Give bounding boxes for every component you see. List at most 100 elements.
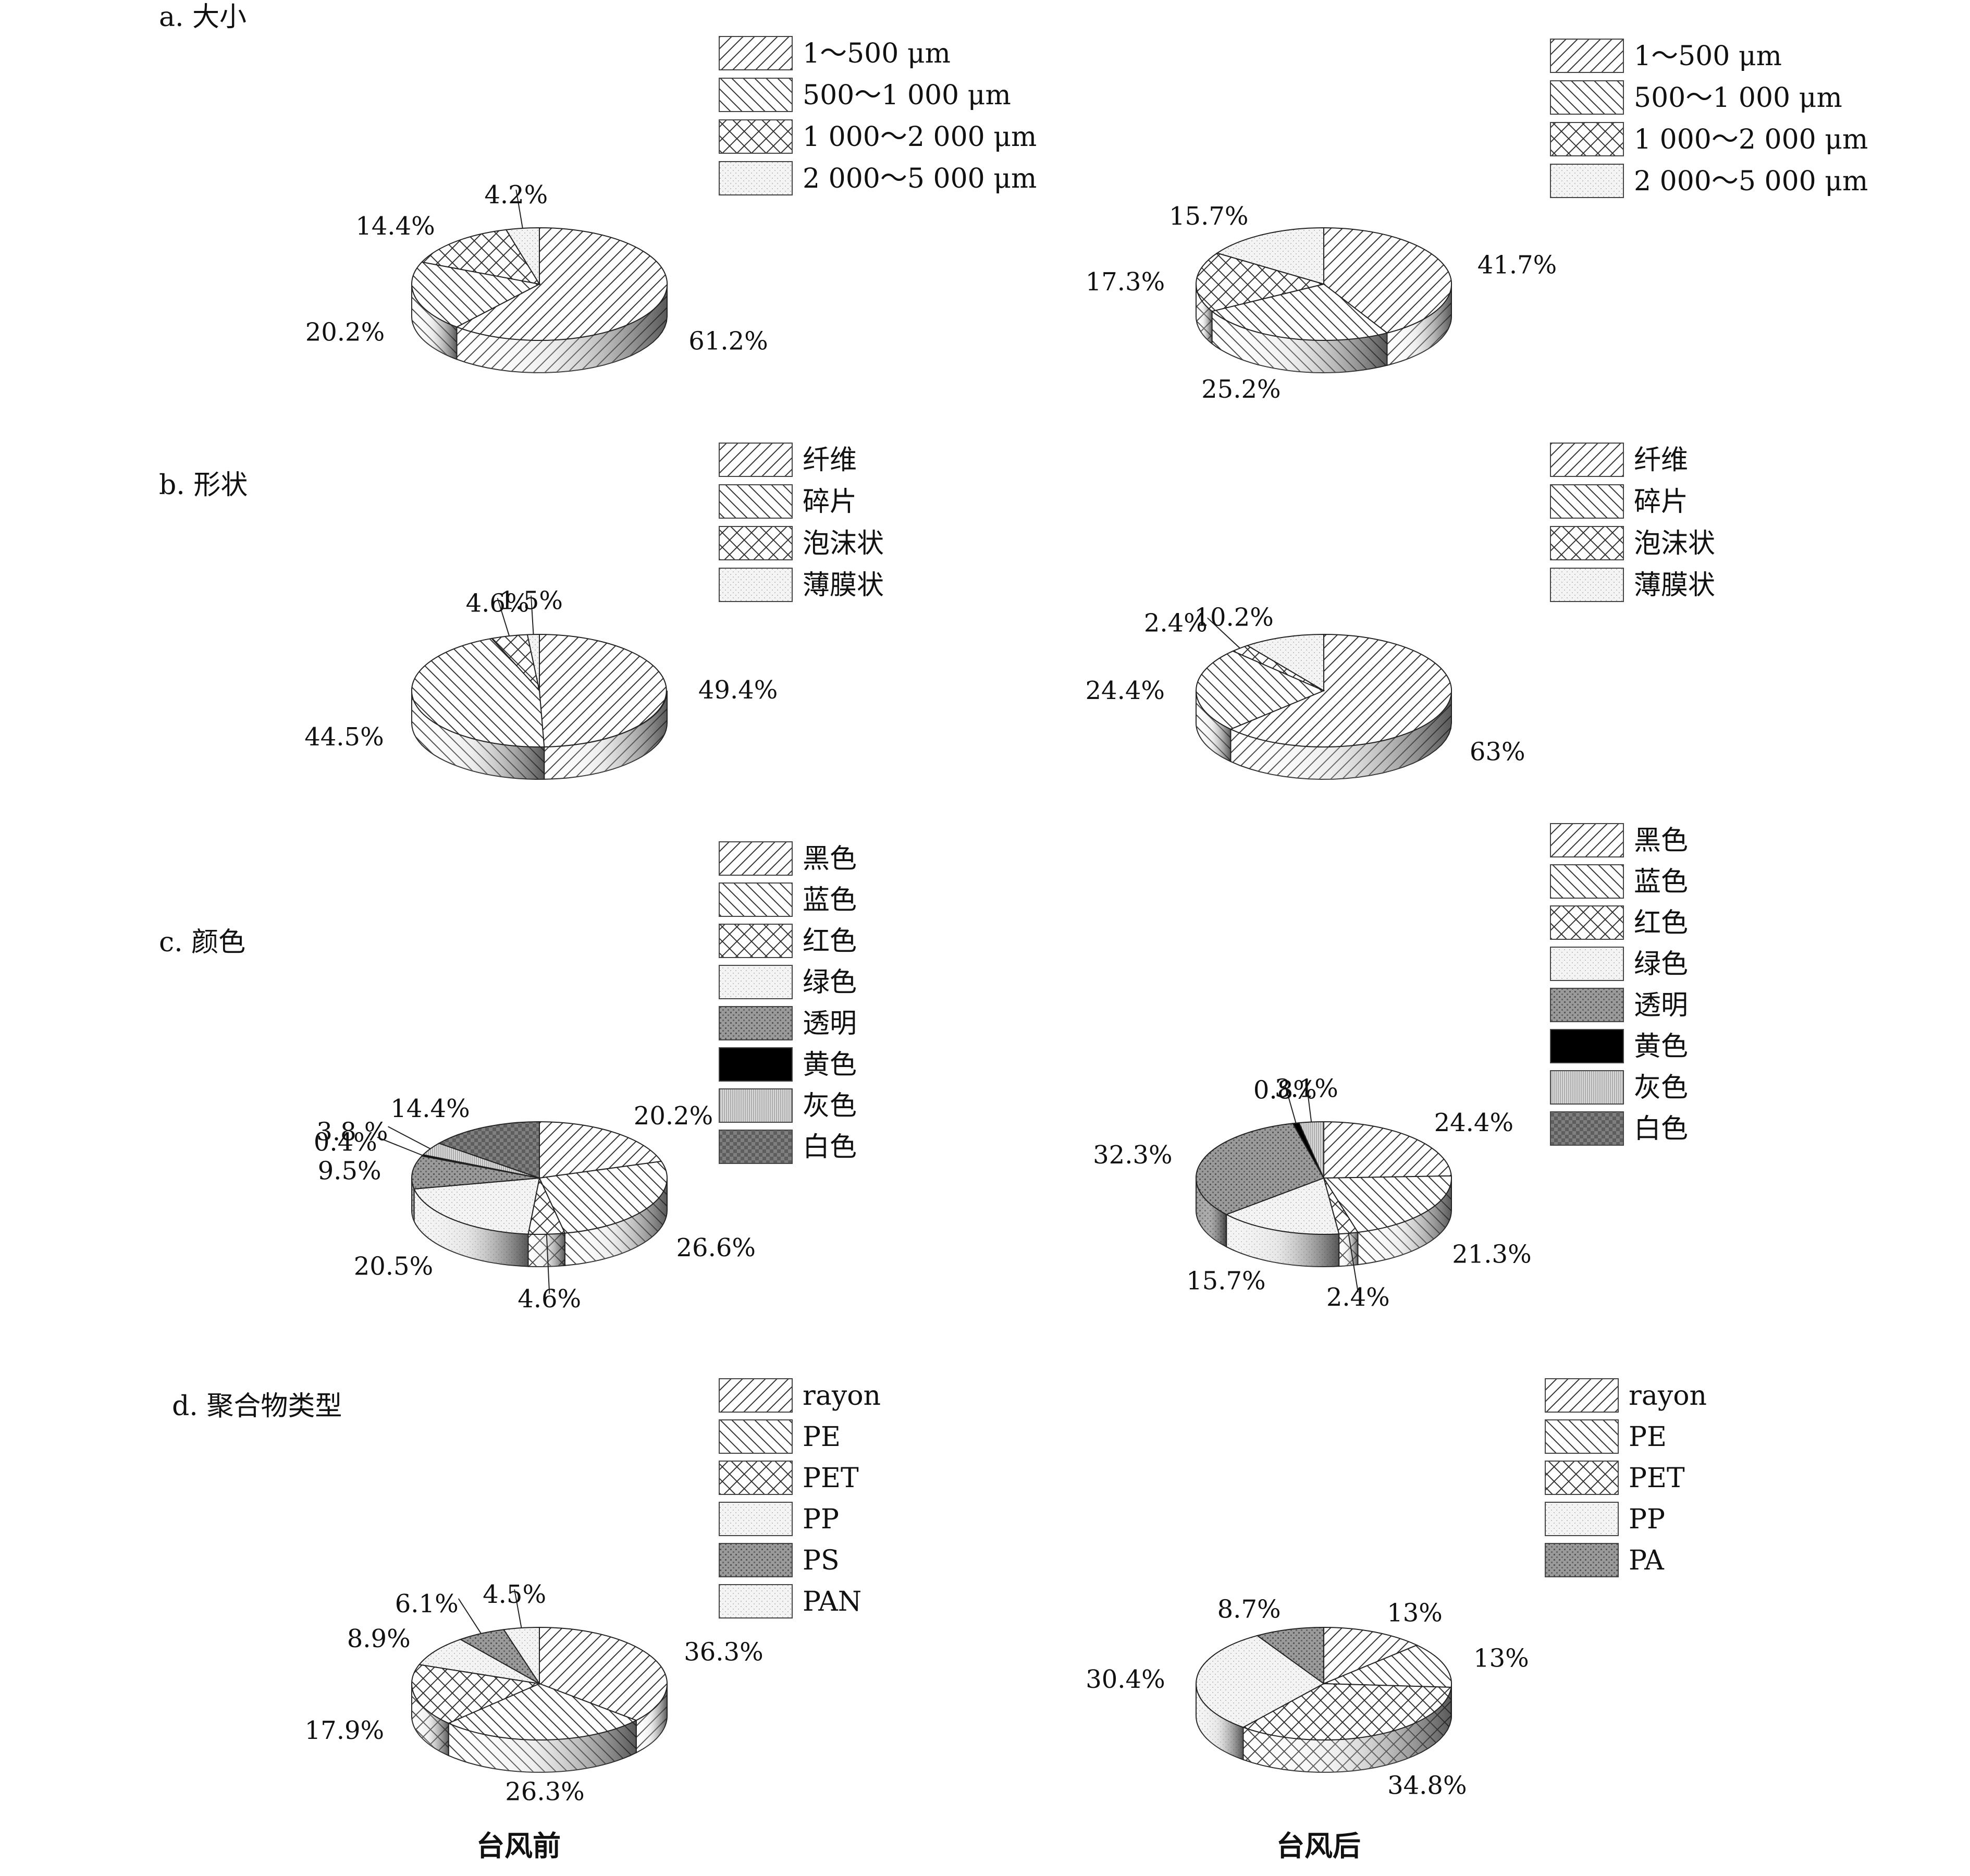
legend-swatch-item xyxy=(1550,947,1624,981)
data-label-item: 2.4% xyxy=(1326,1283,1390,1312)
pie-side-shade xyxy=(457,284,667,373)
legend-label-pet: PET xyxy=(803,1463,859,1494)
legend-swatch-item xyxy=(1550,484,1624,519)
legend-swatch-pe xyxy=(1545,1419,1619,1454)
data-label-pan: 4.5% xyxy=(483,1580,546,1609)
legend-swatch-item xyxy=(719,568,793,602)
pie-side-shade xyxy=(1339,1232,1358,1267)
legend-label-pan: PAN xyxy=(803,1586,861,1617)
legend-polymer: rayon PE PET PP PA xyxy=(1545,1378,1707,1577)
data-label-item: 1.5% xyxy=(499,586,563,616)
pie-slice-item xyxy=(1225,1177,1340,1235)
legend-label-item: 透明 xyxy=(803,1008,857,1039)
legend-swatch-pe xyxy=(719,1419,793,1454)
pie-side-shade xyxy=(414,1188,528,1267)
pie-slice-pp xyxy=(418,1639,540,1684)
data-label-item: 4.6% xyxy=(466,589,530,618)
pie-chart-5: 20.2% 26.6% 4.6% 20.5% 9.5%0.4%3.8 %14.4% 黑色蓝… xyxy=(314,841,857,1314)
data-label-rayon: 13% xyxy=(1387,1598,1443,1627)
pie-chart-6: 24.4% 21.3% 2.4% 15.7% 32.3% 0.8%3.1% 黑色蓝色红色绿色… xyxy=(1093,823,1688,1312)
pie-chart-7: 36.3% 26.3% 17.9% 8.9% 6.1% 4.5% rayon PE PET PP P… xyxy=(305,1378,881,1807)
legend-swatch-item xyxy=(1550,526,1624,560)
data-label-item: 21.3% xyxy=(1452,1240,1531,1269)
legend-swatch-2-000-5-000-m xyxy=(1550,164,1624,198)
legend-label-item: 绿色 xyxy=(1634,949,1688,980)
data-label-pp: 30.4% xyxy=(1086,1665,1165,1694)
data-label-500-1-000-m: 25.2% xyxy=(1201,375,1280,404)
pie-side-shade xyxy=(412,691,545,779)
pie-slice-pe xyxy=(447,1683,638,1740)
legend-swatch-2-000-5-000-m xyxy=(719,161,793,195)
data-label-1-500-m: 41.7% xyxy=(1478,251,1557,280)
data-label-pe: 26.3% xyxy=(505,1777,584,1807)
legend-swatch-rayon xyxy=(719,1378,793,1413)
legend-swatch-pet xyxy=(1545,1461,1619,1495)
pie-side-shade xyxy=(1358,1178,1451,1265)
legend-swatch-item xyxy=(719,526,793,560)
legend-label-item: 白色 xyxy=(1634,1113,1688,1145)
legend-label-rayon: rayon xyxy=(1629,1380,1707,1412)
pie-slice-item xyxy=(539,633,667,747)
pie-side-shade xyxy=(1196,1178,1227,1247)
legend-label-item: 黄色 xyxy=(803,1049,857,1081)
pie-side-shade xyxy=(412,1684,449,1756)
data-label-1-000-2-000-m: 17.3% xyxy=(1086,267,1165,297)
legend-label-item: 薄膜状 xyxy=(1634,570,1715,601)
pie-slice-2-000-5-000-m xyxy=(1216,227,1324,285)
pie-side-shade xyxy=(1230,691,1451,779)
section-title-d: d. 聚合物类型 xyxy=(172,1391,342,1422)
pie-slice-pet xyxy=(1242,1683,1452,1740)
pie-slice-item xyxy=(411,637,545,747)
legend-label-2-000-5-000-m: 2 000～5 000 μm xyxy=(803,163,1037,194)
legend-swatch-item xyxy=(1550,1070,1624,1105)
legend-label-1-500-m: 1～500 μm xyxy=(803,38,951,69)
legend-label-1-000-2-000-m: 1 000～2 000 μm xyxy=(803,121,1037,153)
data-label-pet: 17.9% xyxy=(305,1716,384,1745)
pie-side-shade xyxy=(1196,691,1231,762)
data-label-pe: 13% xyxy=(1473,1644,1529,1673)
legend-swatch-pa xyxy=(1545,1543,1619,1577)
data-label-item: 0.4% xyxy=(314,1128,377,1157)
pie-slice-item xyxy=(411,1155,540,1190)
legend-swatch-500-1-000-m xyxy=(1550,80,1624,115)
legend-label-item: 泡沫状 xyxy=(803,528,884,559)
pie-side-shade xyxy=(1196,1684,1243,1760)
data-label-2-000-5-000-m: 4.2% xyxy=(484,180,548,210)
legend-label-pe: PE xyxy=(803,1421,841,1453)
pie-side-shade xyxy=(636,1684,667,1753)
legend-label-item: 红色 xyxy=(1634,908,1688,939)
leader-line xyxy=(497,598,510,636)
pie-slice-1-500-m xyxy=(1323,227,1452,334)
data-label-ps: 6.1% xyxy=(395,1589,459,1618)
pie-slice-1-000-2-000-m xyxy=(1196,252,1326,312)
legend-swatch-500-1-000-m xyxy=(719,78,793,112)
legend-label-item: 碎片 xyxy=(803,486,857,518)
legend-swatch-pet xyxy=(719,1461,793,1495)
pie-side-shade xyxy=(1226,1214,1339,1267)
data-label-item: 14.4% xyxy=(390,1094,470,1123)
legend-label-item: 薄膜状 xyxy=(803,570,884,601)
legend-swatch-item xyxy=(1550,864,1624,899)
pie-slice-item xyxy=(1246,633,1324,692)
data-label-item: 3.8 % xyxy=(316,1117,388,1146)
pie-slice-pet xyxy=(411,1664,541,1724)
legend-label-pp: PP xyxy=(1629,1504,1665,1535)
legend-label-item: 透明 xyxy=(1634,990,1688,1021)
legend-swatch-item xyxy=(719,841,793,876)
legend-swatch-1-000-2-000-m xyxy=(1550,122,1624,156)
legend-swatch-item xyxy=(1550,1029,1624,1063)
legend-label-500-1-000-m: 500～1 000 μm xyxy=(803,80,1011,111)
pie-chart-8: 13% 13% 34.8% 30.4% 8.7% rayon PE PET PP PA xyxy=(1086,1378,1707,1800)
legend-swatch-pan xyxy=(719,1584,793,1618)
pie-slice-pe xyxy=(1323,1645,1452,1688)
data-label-item: 0.8% xyxy=(1253,1076,1317,1105)
data-label-item: 9.5% xyxy=(318,1157,381,1186)
legend-swatch-item xyxy=(719,1130,793,1164)
pie-slice-2-000-5-000-m xyxy=(505,227,540,286)
leader-line xyxy=(515,189,523,229)
